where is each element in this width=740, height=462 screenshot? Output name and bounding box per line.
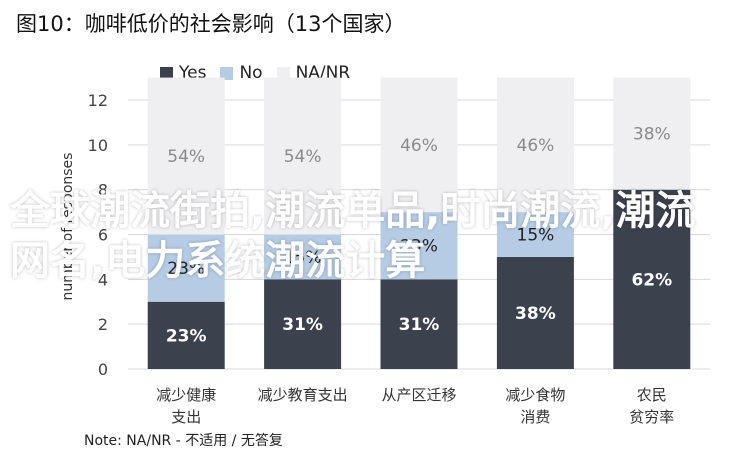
bar-segment — [264, 77, 342, 235]
y-tick-label: 12 — [88, 91, 108, 110]
chart-title: 图10：咖啡低价的社会影响（13个国家） — [16, 12, 406, 36]
bar-segment — [613, 77, 691, 190]
legend-item: No — [220, 63, 263, 83]
bar-segment — [496, 212, 574, 257]
bar-segment — [380, 212, 458, 280]
legend-swatch — [220, 66, 234, 80]
x-tick-label: 减少教育支出 — [258, 386, 348, 404]
y-tick-label: 6 — [98, 226, 108, 245]
data-label: 23% — [400, 237, 438, 257]
data-label: 38% — [515, 304, 556, 324]
x-tick-label: 农民 — [637, 386, 667, 404]
x-tick-label: 减少食物 — [505, 386, 565, 404]
y-tick-label: 8 — [98, 181, 108, 200]
bar-segment — [264, 234, 342, 280]
data-label: 54% — [284, 147, 322, 167]
y-tick-label: 4 — [98, 270, 108, 289]
bar-segment — [147, 77, 225, 235]
y-axis-label: number of responses — [60, 153, 76, 301]
legend-swatch — [276, 66, 290, 80]
data-label: 46% — [400, 136, 438, 156]
bar-segment — [147, 301, 225, 369]
y-tick-label: 10 — [88, 136, 108, 155]
bar-segment — [380, 77, 458, 213]
data-label: 31% — [282, 315, 323, 335]
data-label: 46% — [517, 136, 555, 156]
bar-segment — [264, 279, 342, 369]
x-tick-label: 消费 — [520, 408, 550, 426]
data-label: 15% — [284, 248, 322, 268]
x-tick-label: 贫穷率 — [629, 408, 674, 426]
data-label: 31% — [399, 315, 440, 335]
bar-segment — [496, 256, 574, 369]
data-label: 23% — [166, 326, 207, 346]
bar-segment — [496, 77, 574, 213]
bar-segment — [147, 234, 225, 302]
data-label: 62% — [631, 270, 672, 290]
x-tick-label: 支出 — [171, 408, 201, 426]
x-tick-label: 从产区迁移 — [381, 386, 456, 404]
y-tick-label: 2 — [98, 315, 108, 334]
chart-note: Note: NA/NR - 不适用 / 无答复 — [84, 433, 283, 449]
bar-segment — [613, 189, 691, 369]
data-label: 54% — [167, 147, 205, 167]
x-tick-label: 减少健康 — [156, 386, 216, 404]
data-label: 38% — [633, 125, 671, 145]
legend-label: No — [239, 63, 263, 83]
bar-segment — [380, 279, 458, 369]
data-label: 23% — [167, 259, 205, 279]
legend-swatch — [160, 66, 173, 80]
data-label: 15% — [517, 226, 555, 246]
y-tick-label: 0 — [98, 360, 108, 379]
